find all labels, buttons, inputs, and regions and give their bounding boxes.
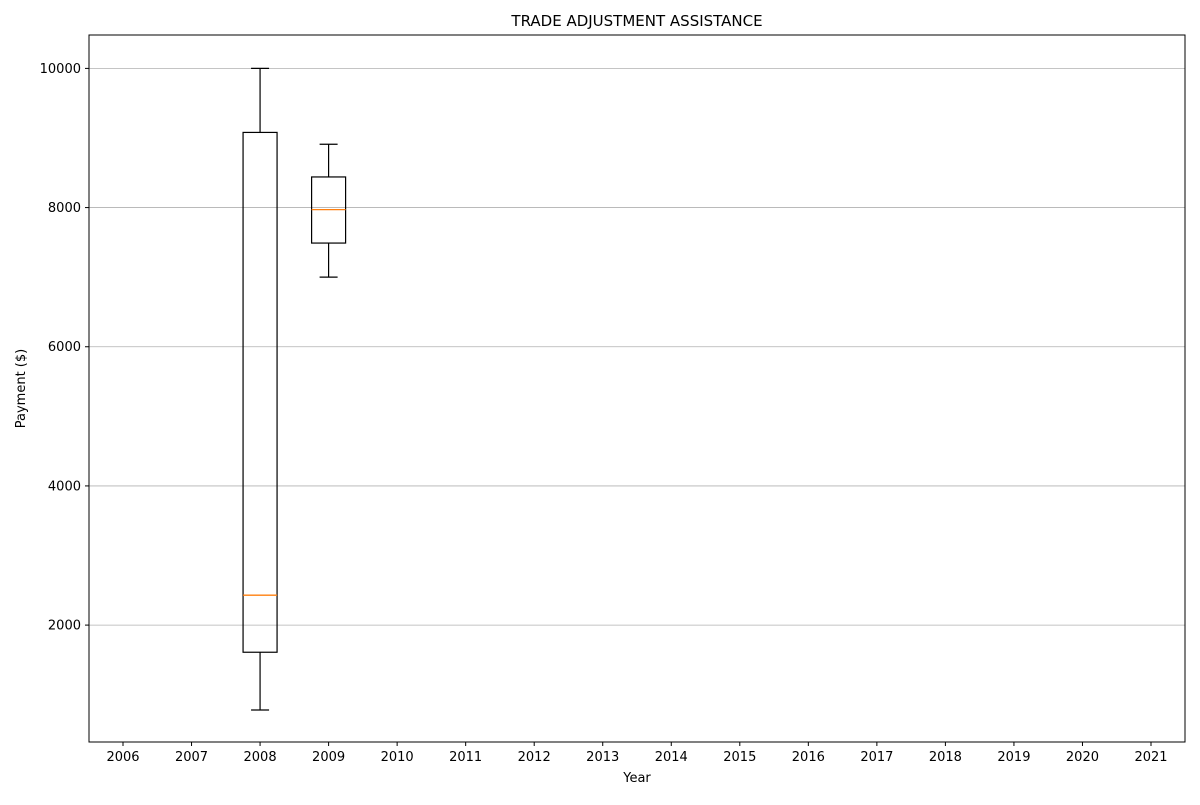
- x-tick-label: 2010: [381, 750, 414, 765]
- x-tick-label: 2008: [244, 750, 277, 765]
- x-tick-label: 2012: [518, 750, 551, 765]
- x-tick-label: 2011: [449, 750, 482, 765]
- x-tick-label: 2021: [1134, 750, 1167, 765]
- y-tick-label: 2000: [48, 619, 81, 634]
- box-series: [242, 67, 347, 711]
- x-axis-label: Year: [622, 771, 651, 786]
- x-tick-label: 2013: [586, 750, 619, 765]
- x-tick-label: 2009: [312, 750, 345, 765]
- x-tick-label: 2016: [792, 750, 825, 765]
- x-tick-label: 2017: [860, 750, 893, 765]
- y-axis-ticks: 2000 4000 6000 8000 10000: [40, 62, 89, 634]
- y-tick-label: 4000: [48, 479, 81, 494]
- plot-frame: [88, 34, 1186, 743]
- x-tick-label: 2020: [1066, 750, 1099, 765]
- grid-lines: [89, 68, 1185, 626]
- chart-title: TRADE ADJUSTMENT ASSISTANCE: [510, 12, 762, 30]
- x-tick-label: 2006: [106, 750, 139, 765]
- y-tick-label: 10000: [40, 62, 81, 77]
- x-tick-label: 2014: [655, 750, 688, 765]
- x-tick-label: 2018: [929, 750, 962, 765]
- x-tick-label: 2007: [175, 750, 208, 765]
- y-tick-label: 6000: [48, 340, 81, 355]
- x-axis-ticks: 2006 2007 2008 2009 2010 2011 2012 2013 2014 2015…: [106, 742, 1168, 765]
- x-tick-label: 2019: [997, 750, 1030, 765]
- x-tick-label: 2015: [723, 750, 756, 765]
- y-axis-label: Payment ($): [14, 349, 29, 428]
- y-tick-label: 8000: [48, 201, 81, 216]
- box-iqr: [242, 131, 278, 653]
